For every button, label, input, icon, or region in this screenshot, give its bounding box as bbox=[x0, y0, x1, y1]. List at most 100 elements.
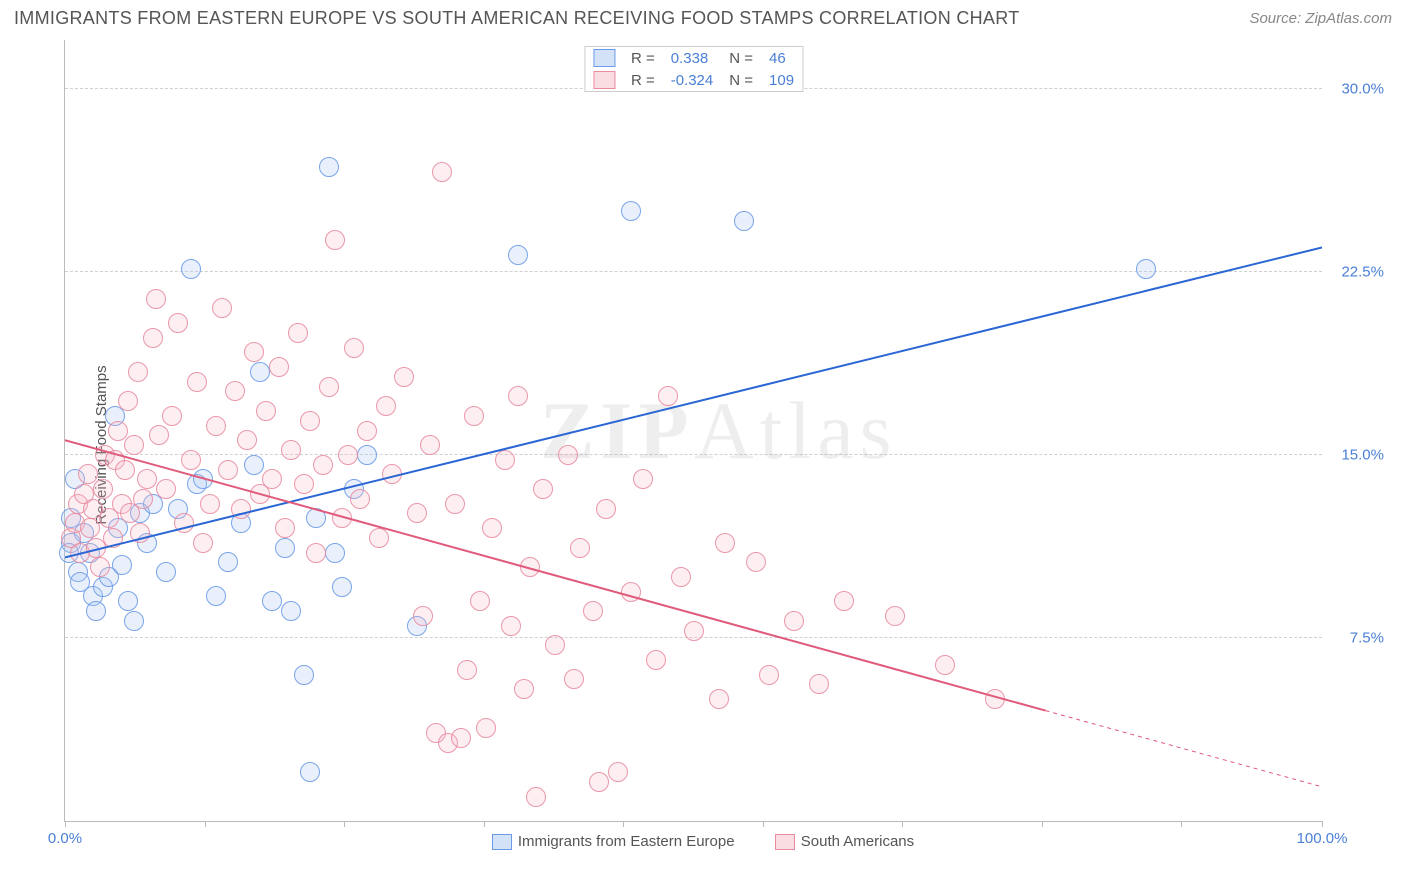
data-point bbox=[206, 416, 226, 436]
legend-stats-row: R = -0.324 N = 109 bbox=[585, 69, 802, 91]
swatch-series-1 bbox=[593, 71, 615, 89]
data-point bbox=[357, 421, 377, 441]
data-point bbox=[143, 328, 163, 348]
data-point bbox=[168, 313, 188, 333]
data-point bbox=[382, 464, 402, 484]
xtick bbox=[1322, 821, 1323, 827]
data-point bbox=[508, 245, 528, 265]
data-point bbox=[162, 406, 182, 426]
data-point bbox=[269, 357, 289, 377]
data-point bbox=[715, 533, 735, 553]
data-point bbox=[124, 435, 144, 455]
data-point bbox=[684, 621, 704, 641]
data-point bbox=[545, 635, 565, 655]
data-point bbox=[985, 689, 1005, 709]
data-point bbox=[658, 386, 678, 406]
data-point bbox=[156, 562, 176, 582]
data-point bbox=[501, 616, 521, 636]
data-point bbox=[86, 601, 106, 621]
data-point bbox=[432, 162, 452, 182]
data-point bbox=[570, 538, 590, 558]
n-value-0: 46 bbox=[761, 47, 802, 69]
data-point bbox=[344, 338, 364, 358]
data-point bbox=[646, 650, 666, 670]
data-point bbox=[118, 591, 138, 611]
data-point bbox=[394, 367, 414, 387]
ytick-label: 30.0% bbox=[1341, 80, 1384, 97]
data-point bbox=[413, 606, 433, 626]
data-point bbox=[262, 469, 282, 489]
data-point bbox=[156, 479, 176, 499]
xtick bbox=[205, 821, 206, 827]
r-label: R = bbox=[623, 69, 663, 91]
data-point bbox=[281, 601, 301, 621]
series-label-1: South Americans bbox=[801, 833, 914, 850]
data-point bbox=[633, 469, 653, 489]
data-point bbox=[313, 455, 333, 475]
data-point bbox=[193, 469, 213, 489]
data-point bbox=[174, 513, 194, 533]
data-point bbox=[93, 479, 113, 499]
data-point bbox=[108, 421, 128, 441]
data-point bbox=[193, 533, 213, 553]
gridline bbox=[65, 271, 1322, 272]
legend-stats: R = 0.338 N = 46 R = -0.324 N = 109 bbox=[584, 46, 803, 92]
trend-lines bbox=[65, 40, 1322, 821]
data-point bbox=[935, 655, 955, 675]
data-point bbox=[218, 460, 238, 480]
data-point bbox=[376, 396, 396, 416]
xtick bbox=[623, 821, 624, 827]
data-point bbox=[256, 401, 276, 421]
data-point bbox=[338, 445, 358, 465]
data-point bbox=[621, 201, 641, 221]
xtick bbox=[763, 821, 764, 827]
data-point bbox=[564, 669, 584, 689]
xtick bbox=[902, 821, 903, 827]
data-point bbox=[187, 372, 207, 392]
data-point bbox=[759, 665, 779, 685]
data-point bbox=[325, 230, 345, 250]
chart-title: IMMIGRANTS FROM EASTERN EUROPE VS SOUTH … bbox=[14, 8, 1020, 29]
data-point bbox=[457, 660, 477, 680]
n-value-1: 109 bbox=[761, 69, 802, 91]
data-point bbox=[350, 489, 370, 509]
data-point bbox=[294, 474, 314, 494]
n-label: N = bbox=[721, 47, 761, 69]
data-point bbox=[445, 494, 465, 514]
swatch-series-0 bbox=[492, 834, 512, 850]
data-point bbox=[319, 377, 339, 397]
data-point bbox=[306, 543, 326, 563]
data-point bbox=[130, 523, 150, 543]
trend-line bbox=[65, 247, 1322, 557]
data-point bbox=[90, 557, 110, 577]
data-point bbox=[212, 298, 232, 318]
data-point bbox=[124, 611, 144, 631]
data-point bbox=[244, 342, 264, 362]
trend-line-extrapolated bbox=[1045, 711, 1322, 787]
swatch-series-1 bbox=[775, 834, 795, 850]
data-point bbox=[369, 528, 389, 548]
data-point bbox=[115, 460, 135, 480]
data-point bbox=[357, 445, 377, 465]
legend-stats-row: R = 0.338 N = 46 bbox=[585, 47, 802, 69]
data-point bbox=[319, 157, 339, 177]
data-point bbox=[834, 591, 854, 611]
legend-bottom: Immigrants from Eastern Europe South Ame… bbox=[14, 833, 1392, 850]
data-point bbox=[231, 499, 251, 519]
data-point bbox=[746, 552, 766, 572]
data-point bbox=[709, 689, 729, 709]
data-point bbox=[596, 499, 616, 519]
header: IMMIGRANTS FROM EASTERN EUROPE VS SOUTH … bbox=[0, 0, 1406, 35]
data-point bbox=[306, 508, 326, 528]
data-point bbox=[200, 494, 220, 514]
data-point bbox=[225, 381, 245, 401]
r-label: R = bbox=[623, 47, 663, 69]
data-point bbox=[784, 611, 804, 631]
data-point bbox=[451, 728, 471, 748]
data-point bbox=[250, 362, 270, 382]
data-point bbox=[885, 606, 905, 626]
data-point bbox=[470, 591, 490, 611]
data-point bbox=[420, 435, 440, 455]
data-point bbox=[325, 543, 345, 563]
data-point bbox=[514, 679, 534, 699]
